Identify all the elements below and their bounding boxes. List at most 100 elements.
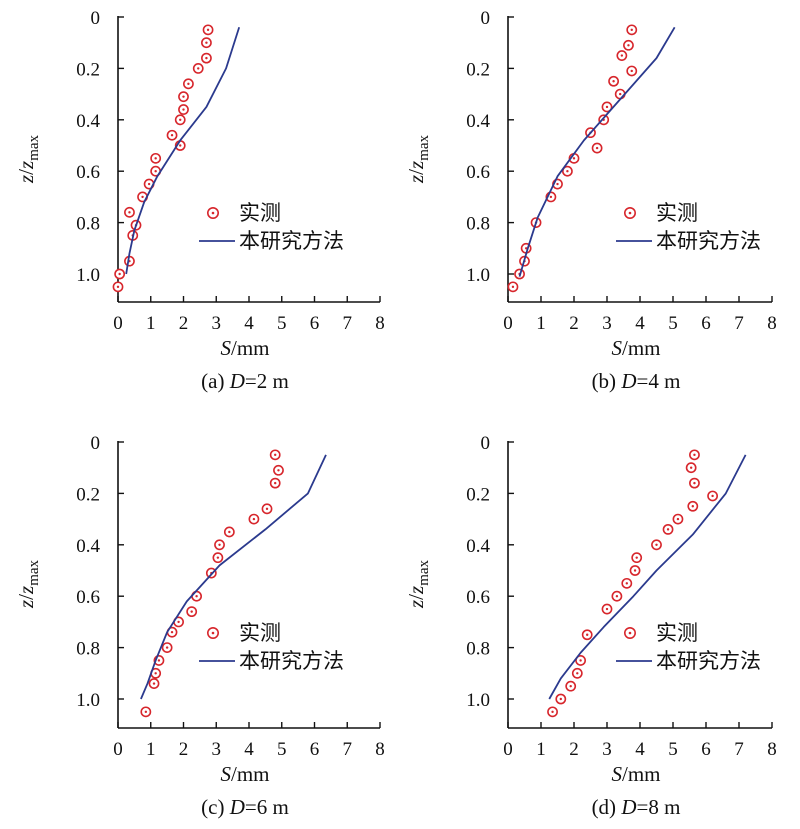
y-axis-label: z/zmax (14, 134, 42, 184)
x-tick-label: 6 (310, 313, 320, 334)
data-point (601, 603, 613, 615)
data-point (114, 268, 126, 280)
panel-caption: (d) D=8 m (592, 795, 681, 819)
y-tick-label: 0.4 (466, 536, 490, 557)
y-tick-label: 1.0 (466, 265, 490, 286)
data-point (202, 24, 214, 36)
x-axis-label: S/mm (220, 762, 269, 786)
x-axis-label: S/mm (220, 336, 269, 360)
data-point (269, 477, 281, 489)
data-point (507, 281, 519, 293)
x-tick-label: 8 (767, 739, 777, 760)
legend-label: 实测 (239, 621, 281, 645)
x-tick-label: 8 (375, 313, 385, 334)
x-tick-label: 4 (244, 739, 254, 760)
x-tick-label: 0 (113, 313, 123, 334)
data-point (555, 693, 567, 705)
legend-label: 本研究方法 (656, 229, 761, 253)
data-point (689, 477, 700, 489)
x-tick-label: 6 (701, 313, 711, 334)
data-point (685, 462, 697, 474)
data-point (150, 152, 162, 164)
y-tick-label: 0 (91, 433, 101, 454)
data-point (178, 104, 189, 115)
data-point (562, 165, 573, 177)
legend-marker-swatch (207, 626, 220, 639)
x-tick-label: 1 (536, 313, 546, 334)
data-point (174, 114, 186, 126)
y-tick-label: 0.4 (466, 111, 490, 132)
legend-marker-swatch (623, 207, 636, 220)
chart-panel-0: 0 1 2 3 4 5 6 7 8 0 0.2 0.4 0.6 0.8 1.0 z/zmax S/mm (a) D… (14, 8, 385, 393)
x-tick-label: 1 (146, 313, 156, 334)
data-point (581, 629, 593, 641)
legend-label: 实测 (656, 621, 698, 645)
data-point (248, 513, 260, 525)
chart-panel-2: 0 1 2 3 4 5 6 7 8 0 0.2 0.4 0.6 0.8 1.0 z/zmax S/mm (c) D… (14, 433, 385, 819)
data-point (269, 449, 281, 461)
y-tick-label: 0.2 (466, 484, 490, 505)
data-point (571, 667, 583, 679)
data-point (611, 590, 623, 602)
x-tick-label: 7 (343, 739, 353, 760)
data-point (201, 52, 212, 64)
y-tick-label: 0.8 (466, 214, 490, 235)
chart-panel-3: 0 1 2 3 4 5 6 7 8 0 0.2 0.4 0.6 0.8 1.0 z/zmax S/mm (d) D… (404, 433, 777, 819)
x-tick-label: 7 (734, 739, 744, 760)
chart-panel-1: 0 1 2 3 4 5 6 7 8 0 0.2 0.4 0.6 0.8 1.0 z/zmax S/mm (b) D… (404, 8, 777, 393)
y-tick-label: 0.8 (76, 639, 100, 660)
x-tick-label: 1 (536, 739, 546, 760)
y-tick-label: 0.6 (466, 162, 490, 183)
x-tick-label: 0 (113, 739, 123, 760)
y-tick-label: 0.2 (76, 484, 100, 505)
x-axis-label: S/mm (611, 762, 660, 786)
x-tick-label: 4 (244, 313, 254, 334)
data-point (178, 91, 189, 103)
series-line (140, 454, 327, 700)
x-tick-label: 3 (212, 313, 222, 334)
x-tick-label: 4 (635, 313, 645, 334)
data-point (616, 50, 628, 61)
y-tick-label: 0.2 (76, 59, 100, 80)
data-point (214, 539, 225, 551)
data-point (261, 503, 273, 515)
data-point (575, 655, 586, 666)
data-point (192, 63, 204, 74)
data-point (626, 24, 638, 36)
legend-label: 本研究方法 (656, 649, 761, 673)
data-point (651, 539, 662, 551)
y-tick-label: 0.2 (466, 59, 490, 80)
data-point (687, 500, 699, 512)
data-point (186, 606, 198, 618)
data-point (273, 464, 284, 476)
data-point (598, 114, 610, 126)
x-tick-label: 0 (503, 739, 513, 760)
y-tick-label: 0.4 (76, 536, 100, 557)
panel-caption: (c) D=6 m (201, 795, 289, 819)
y-tick-label: 0.8 (466, 639, 490, 660)
x-tick-label: 4 (635, 739, 645, 760)
data-point (629, 565, 641, 576)
x-tick-label: 2 (179, 739, 189, 760)
legend-label: 实测 (239, 201, 281, 225)
x-tick-label: 5 (277, 313, 287, 334)
x-tick-label: 0 (503, 313, 513, 334)
data-point (161, 642, 173, 653)
legend-marker-swatch (207, 207, 220, 220)
x-tick-label: 7 (343, 313, 353, 334)
y-axis-label: z/zmax (14, 559, 42, 609)
data-point (614, 88, 626, 100)
x-tick-label: 6 (701, 739, 711, 760)
y-tick-label: 0.6 (76, 162, 100, 183)
x-tick-label: 8 (767, 313, 777, 334)
panel-caption: (b) D=4 m (592, 369, 681, 393)
x-tick-label: 5 (277, 739, 287, 760)
data-point (626, 65, 638, 77)
panel-caption: (a) D=2 m (201, 369, 289, 393)
data-point (223, 526, 235, 538)
y-tick-label: 1.0 (466, 690, 490, 711)
